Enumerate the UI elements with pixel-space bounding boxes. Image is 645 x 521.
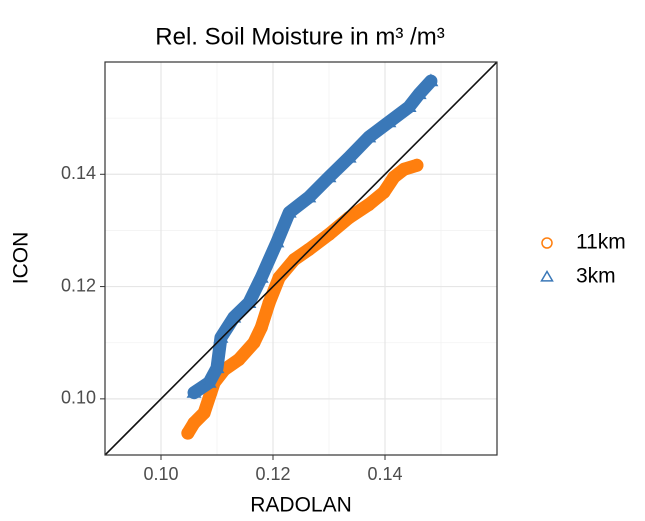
circle-marker xyxy=(410,158,424,172)
triangle-marker xyxy=(540,270,554,282)
triangle-marker xyxy=(186,385,202,398)
triangle-marker xyxy=(226,309,242,323)
x-axis-label: RADOLAN xyxy=(250,494,352,517)
circle-marker xyxy=(254,321,268,335)
triangle-marker xyxy=(401,99,417,113)
y-tick-label: 0.10 xyxy=(61,388,96,408)
triangle-marker xyxy=(361,129,377,143)
legend-label: 3km xyxy=(576,265,616,288)
identity-line xyxy=(105,62,497,455)
triangle-marker xyxy=(241,295,257,308)
circle-marker xyxy=(187,416,201,430)
circle-marker xyxy=(387,170,401,184)
x-tick-label: 0.10 xyxy=(143,464,178,484)
triangle-marker xyxy=(253,270,269,283)
circle-marker xyxy=(377,185,391,199)
triangle-marker xyxy=(301,189,317,203)
x-tick-label: 0.14 xyxy=(367,464,402,484)
circle-marker xyxy=(541,237,553,249)
triangle-marker xyxy=(201,374,217,388)
triangle-marker xyxy=(423,73,439,87)
triangle-marker xyxy=(213,330,229,343)
circle-marker xyxy=(232,353,246,367)
panel-border xyxy=(104,61,498,456)
circle-marker xyxy=(272,271,286,285)
triangle-marker xyxy=(209,360,225,374)
circle-marker xyxy=(247,336,261,350)
legend-label: 11km xyxy=(576,231,626,254)
triangle-marker xyxy=(341,149,357,163)
triangle-marker xyxy=(381,114,397,128)
triangle-marker xyxy=(411,86,427,100)
triangle-marker xyxy=(281,204,297,218)
circle-marker xyxy=(342,211,356,225)
circle-marker xyxy=(197,406,211,420)
x-tick-label: 0.12 xyxy=(255,464,290,484)
circle-marker xyxy=(287,253,301,267)
y-tick-label: 0.12 xyxy=(61,275,96,295)
triangle-marker xyxy=(269,234,285,248)
chart-title: Rel. Soil Moisture in m³ /m³ xyxy=(155,23,444,50)
triangle-marker xyxy=(321,169,337,183)
circle-marker xyxy=(397,162,411,176)
circle-marker xyxy=(322,227,336,241)
circle-marker xyxy=(362,198,376,212)
circle-marker xyxy=(262,296,276,310)
circle-marker xyxy=(181,426,195,440)
y-tick-label: 0.14 xyxy=(61,163,96,183)
y-axis-label: ICON xyxy=(10,232,33,285)
